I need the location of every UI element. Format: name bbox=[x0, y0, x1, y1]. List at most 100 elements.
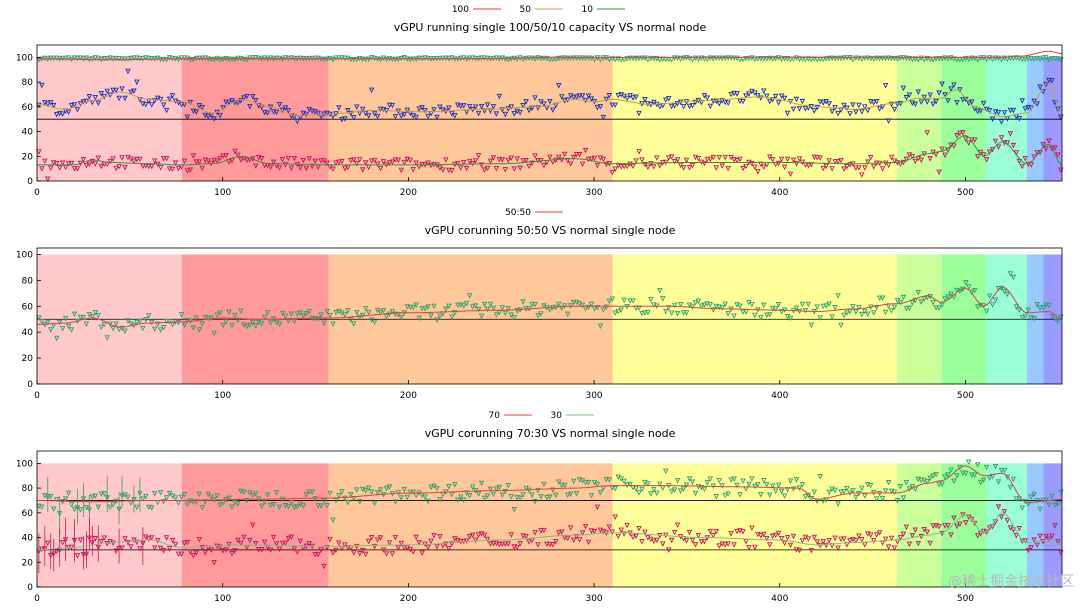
y-tick-label: 40 bbox=[22, 534, 34, 544]
data-point bbox=[339, 116, 345, 123]
data-point bbox=[89, 494, 96, 500]
data-point bbox=[428, 162, 434, 169]
data-point bbox=[1043, 302, 1049, 308]
data-point bbox=[455, 497, 461, 503]
y-tick-label: 100 bbox=[16, 250, 33, 260]
data-point bbox=[440, 167, 446, 173]
data-point bbox=[220, 500, 226, 506]
data-point bbox=[83, 162, 90, 169]
data-point bbox=[526, 107, 532, 114]
data-point bbox=[163, 107, 170, 114]
data-point bbox=[686, 476, 693, 482]
data-point bbox=[1034, 498, 1040, 504]
data-point bbox=[865, 311, 871, 318]
data-point bbox=[39, 504, 45, 511]
data-point bbox=[217, 544, 223, 550]
data-point bbox=[520, 56, 526, 63]
data-point bbox=[960, 470, 966, 476]
data-point bbox=[345, 308, 351, 314]
data-point bbox=[166, 96, 173, 103]
data-point bbox=[419, 105, 425, 111]
data-point bbox=[674, 522, 681, 528]
data-point bbox=[351, 550, 357, 556]
data-point bbox=[963, 96, 969, 103]
x-tick-label: 300 bbox=[585, 391, 602, 401]
data-point bbox=[942, 152, 948, 159]
data-point bbox=[48, 494, 54, 500]
data-point bbox=[389, 159, 396, 166]
data-point bbox=[484, 306, 491, 313]
data-point bbox=[1040, 497, 1046, 504]
data-point bbox=[356, 314, 363, 321]
x-tick-label: 0 bbox=[34, 188, 40, 198]
data-point bbox=[514, 495, 520, 501]
data-point bbox=[354, 56, 360, 63]
data-point bbox=[859, 109, 865, 115]
data-point bbox=[374, 113, 381, 120]
data-point bbox=[368, 158, 375, 164]
data-point bbox=[1016, 307, 1023, 313]
data-point bbox=[927, 475, 933, 482]
data-point bbox=[517, 541, 523, 547]
data-point bbox=[318, 547, 324, 553]
data-point bbox=[187, 167, 194, 173]
data-point bbox=[250, 522, 256, 528]
data-point bbox=[354, 487, 360, 493]
data-point bbox=[820, 100, 826, 106]
y-tick-label: 20 bbox=[22, 152, 34, 162]
data-point bbox=[746, 91, 752, 97]
data-point bbox=[814, 539, 820, 545]
data-point bbox=[671, 487, 678, 493]
data-point bbox=[876, 295, 883, 302]
data-point bbox=[743, 55, 749, 62]
data-point bbox=[71, 166, 78, 172]
data-point bbox=[315, 110, 321, 117]
data-point bbox=[974, 154, 981, 160]
data-point bbox=[868, 55, 874, 62]
data-point bbox=[312, 552, 318, 558]
data-point bbox=[160, 325, 167, 331]
data-point bbox=[526, 163, 532, 170]
data-point bbox=[508, 532, 514, 538]
data-point bbox=[835, 293, 841, 299]
data-point bbox=[113, 548, 119, 555]
data-point bbox=[98, 163, 104, 170]
data-point bbox=[422, 107, 428, 114]
data-point bbox=[276, 321, 283, 328]
data-point bbox=[490, 104, 497, 110]
data-point bbox=[909, 153, 916, 160]
data-point bbox=[954, 100, 960, 106]
data-point bbox=[303, 311, 309, 317]
data-point bbox=[478, 313, 485, 320]
data-point bbox=[654, 155, 660, 161]
data-point bbox=[383, 485, 390, 492]
data-point bbox=[520, 103, 526, 109]
data-point bbox=[698, 539, 705, 545]
data-point bbox=[1001, 509, 1008, 515]
data-point bbox=[187, 99, 194, 106]
data-point bbox=[971, 472, 978, 478]
data-point bbox=[297, 165, 304, 171]
data-point bbox=[137, 546, 143, 552]
data-point bbox=[89, 314, 96, 320]
data-point bbox=[196, 537, 203, 543]
data-point bbox=[668, 310, 675, 316]
data-point bbox=[499, 157, 506, 163]
data-point bbox=[460, 538, 467, 545]
data-point bbox=[247, 55, 253, 61]
data-point bbox=[217, 112, 223, 119]
data-point bbox=[564, 492, 571, 498]
data-point bbox=[778, 535, 785, 542]
data-point bbox=[475, 153, 482, 159]
data-point bbox=[980, 528, 987, 535]
data-point bbox=[535, 542, 541, 548]
data-point bbox=[110, 540, 116, 547]
data-point bbox=[288, 311, 295, 318]
data-point bbox=[437, 104, 443, 110]
data-point bbox=[330, 166, 336, 173]
data-point bbox=[716, 543, 722, 549]
data-point bbox=[615, 93, 621, 99]
data-point bbox=[134, 319, 140, 326]
data-point bbox=[71, 102, 78, 108]
data-point bbox=[865, 55, 871, 61]
